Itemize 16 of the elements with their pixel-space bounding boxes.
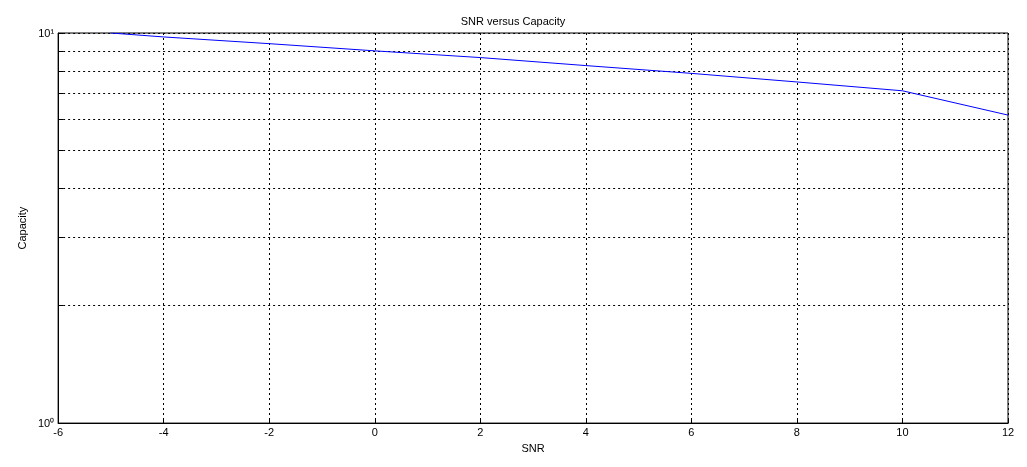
chart-title: SNR versus Capacity	[460, 14, 566, 27]
line-series	[110, 32, 1009, 116]
x-tick-label: 4	[582, 425, 589, 438]
y-tick-label: 10¹	[38, 27, 55, 39]
x-tick-label: 6	[688, 425, 695, 438]
x-tick-label: -2	[264, 425, 275, 438]
x-tick-label: 12	[1001, 425, 1015, 438]
x-tick-label: 2	[477, 425, 484, 438]
x-tick-label: 8	[793, 425, 800, 438]
y-axis-title: Capacity	[15, 206, 28, 250]
x-tick-label: -6	[53, 425, 64, 438]
x-tick-label: 0	[371, 425, 378, 438]
x-tick-label: 10	[896, 425, 909, 438]
x-axis-title: SNR	[521, 441, 545, 454]
x-tick-label: -4	[158, 425, 169, 438]
y-tick-label: 10⁰	[37, 417, 55, 430]
